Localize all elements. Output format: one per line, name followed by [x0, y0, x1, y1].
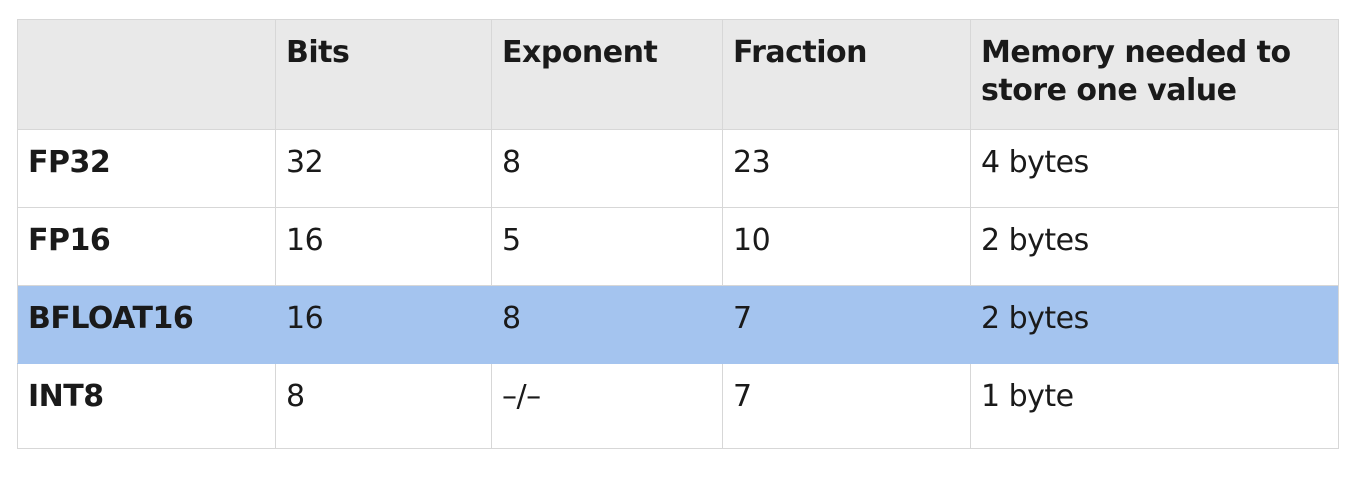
row-label: FP16: [17, 207, 276, 286]
row-label: INT8: [17, 363, 276, 449]
table-row: INT8 8 –/– 7 1 byte: [17, 363, 1339, 449]
header-bits: Bits: [275, 19, 492, 130]
data-types-table: Bits Exponent Fraction Memory needed to …: [17, 19, 1339, 449]
row-label: BFLOAT16: [17, 285, 276, 364]
table-row: FP16 16 5 10 2 bytes: [17, 207, 1339, 286]
table-header-row: Bits Exponent Fraction Memory needed to …: [17, 19, 1339, 130]
exponent-cell: –/–: [491, 363, 723, 449]
bits-cell: 32: [275, 129, 492, 208]
row-label: FP32: [17, 129, 276, 208]
memory-cell: 4 bytes: [970, 129, 1339, 208]
fraction-cell: 7: [722, 363, 971, 449]
header-memory: Memory needed to store one value: [970, 19, 1339, 130]
table-row-highlighted: BFLOAT16 16 8 7 2 bytes: [17, 285, 1339, 364]
fraction-cell: 7: [722, 285, 971, 364]
memory-cell: 1 byte: [970, 363, 1339, 449]
fraction-cell: 10: [722, 207, 971, 286]
bits-cell: 16: [275, 207, 492, 286]
bits-cell: 16: [275, 285, 492, 364]
header-fraction: Fraction: [722, 19, 971, 130]
header-exponent: Exponent: [491, 19, 723, 130]
exponent-cell: 5: [491, 207, 723, 286]
table-row: FP32 32 8 23 4 bytes: [17, 129, 1339, 208]
memory-cell: 2 bytes: [970, 207, 1339, 286]
exponent-cell: 8: [491, 285, 723, 364]
exponent-cell: 8: [491, 129, 723, 208]
data-types-table-container: Bits Exponent Fraction Memory needed to …: [17, 19, 1339, 449]
header-corner-cell: [17, 19, 276, 130]
bits-cell: 8: [275, 363, 492, 449]
memory-cell: 2 bytes: [970, 285, 1339, 364]
fraction-cell: 23: [722, 129, 971, 208]
